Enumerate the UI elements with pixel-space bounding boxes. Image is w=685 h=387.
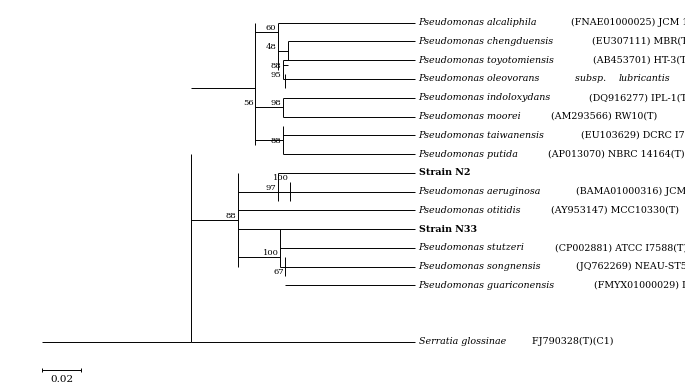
Text: Pseudomonas putida: Pseudomonas putida [419, 149, 519, 159]
Text: Pseudomonas oleovorans: Pseudomonas oleovorans [419, 74, 540, 84]
Text: (AB453701) HT-3(T): (AB453701) HT-3(T) [590, 56, 685, 65]
Text: (DQ842018) RS1(T): (DQ842018) RS1(T) [684, 74, 685, 84]
Text: Pseudomonas songnensis: Pseudomonas songnensis [419, 262, 541, 271]
Text: Strain N33: Strain N33 [419, 225, 477, 234]
Text: Pseudomonas guariconensis: Pseudomonas guariconensis [419, 281, 555, 290]
Text: subsp.: subsp. [572, 74, 609, 84]
Text: 98: 98 [271, 99, 282, 107]
Text: (EU307111) MBR(T): (EU307111) MBR(T) [590, 37, 685, 46]
Text: Pseudomonas otitidis: Pseudomonas otitidis [419, 206, 521, 215]
Text: Serratia glossinae: Serratia glossinae [419, 337, 506, 346]
Text: 100: 100 [263, 249, 279, 257]
Text: Pseudomonas toyotomiensis: Pseudomonas toyotomiensis [419, 56, 554, 65]
Text: (AY953147) MCC10330(T): (AY953147) MCC10330(T) [548, 206, 680, 215]
Text: (AM293566) RW10(T): (AM293566) RW10(T) [549, 112, 658, 121]
Text: Strain N2: Strain N2 [419, 168, 470, 177]
Text: Pseudomonas taiwanensis: Pseudomonas taiwanensis [419, 131, 545, 140]
Text: FJ790328(T)(C1): FJ790328(T)(C1) [529, 337, 613, 346]
Text: 97: 97 [266, 183, 276, 192]
Text: 88: 88 [271, 137, 282, 145]
Text: 60: 60 [266, 24, 276, 32]
Text: Pseudomonas alcaliphila: Pseudomonas alcaliphila [419, 18, 537, 27]
Text: lubricantis: lubricantis [619, 74, 671, 84]
Text: (FNAE01000025) JCM 10630(T): (FNAE01000025) JCM 10630(T) [569, 18, 685, 27]
Text: 0.02: 0.02 [50, 375, 73, 384]
Text: 88: 88 [271, 62, 282, 70]
Text: Pseudomonas stutzeri: Pseudomonas stutzeri [419, 243, 525, 252]
Text: 88: 88 [226, 212, 236, 220]
Text: Pseudomonas chengduensis: Pseudomonas chengduensis [419, 37, 553, 46]
Text: (DQ916277) IPL-1(T): (DQ916277) IPL-1(T) [586, 93, 685, 102]
Text: 56: 56 [243, 99, 254, 107]
Text: (EU103629) DCRC I7751(T): (EU103629) DCRC I7751(T) [577, 131, 685, 140]
Text: (CP002881) ATCC I7588(T): (CP002881) ATCC I7588(T) [553, 243, 685, 252]
Text: (JQ762269) NEAU-ST5-5(T): (JQ762269) NEAU-ST5-5(T) [573, 262, 685, 271]
Text: 48: 48 [266, 43, 276, 51]
Text: 67: 67 [273, 268, 284, 276]
Text: (BAMA01000316) JCM 5962(T): (BAMA01000316) JCM 5962(T) [573, 187, 685, 196]
Text: Pseudomonas aeruginosa: Pseudomonas aeruginosa [419, 187, 541, 196]
Text: 100: 100 [273, 174, 289, 182]
Text: Pseudomonas moorei: Pseudomonas moorei [419, 112, 521, 121]
Text: 95: 95 [271, 71, 282, 79]
Text: (FMYX01000029) LMG 27394(T): (FMYX01000029) LMG 27394(T) [590, 281, 685, 290]
Text: (AP013070) NBRC 14164(T): (AP013070) NBRC 14164(T) [545, 149, 684, 159]
Text: Pseudomonas indoloxydans: Pseudomonas indoloxydans [419, 93, 551, 102]
